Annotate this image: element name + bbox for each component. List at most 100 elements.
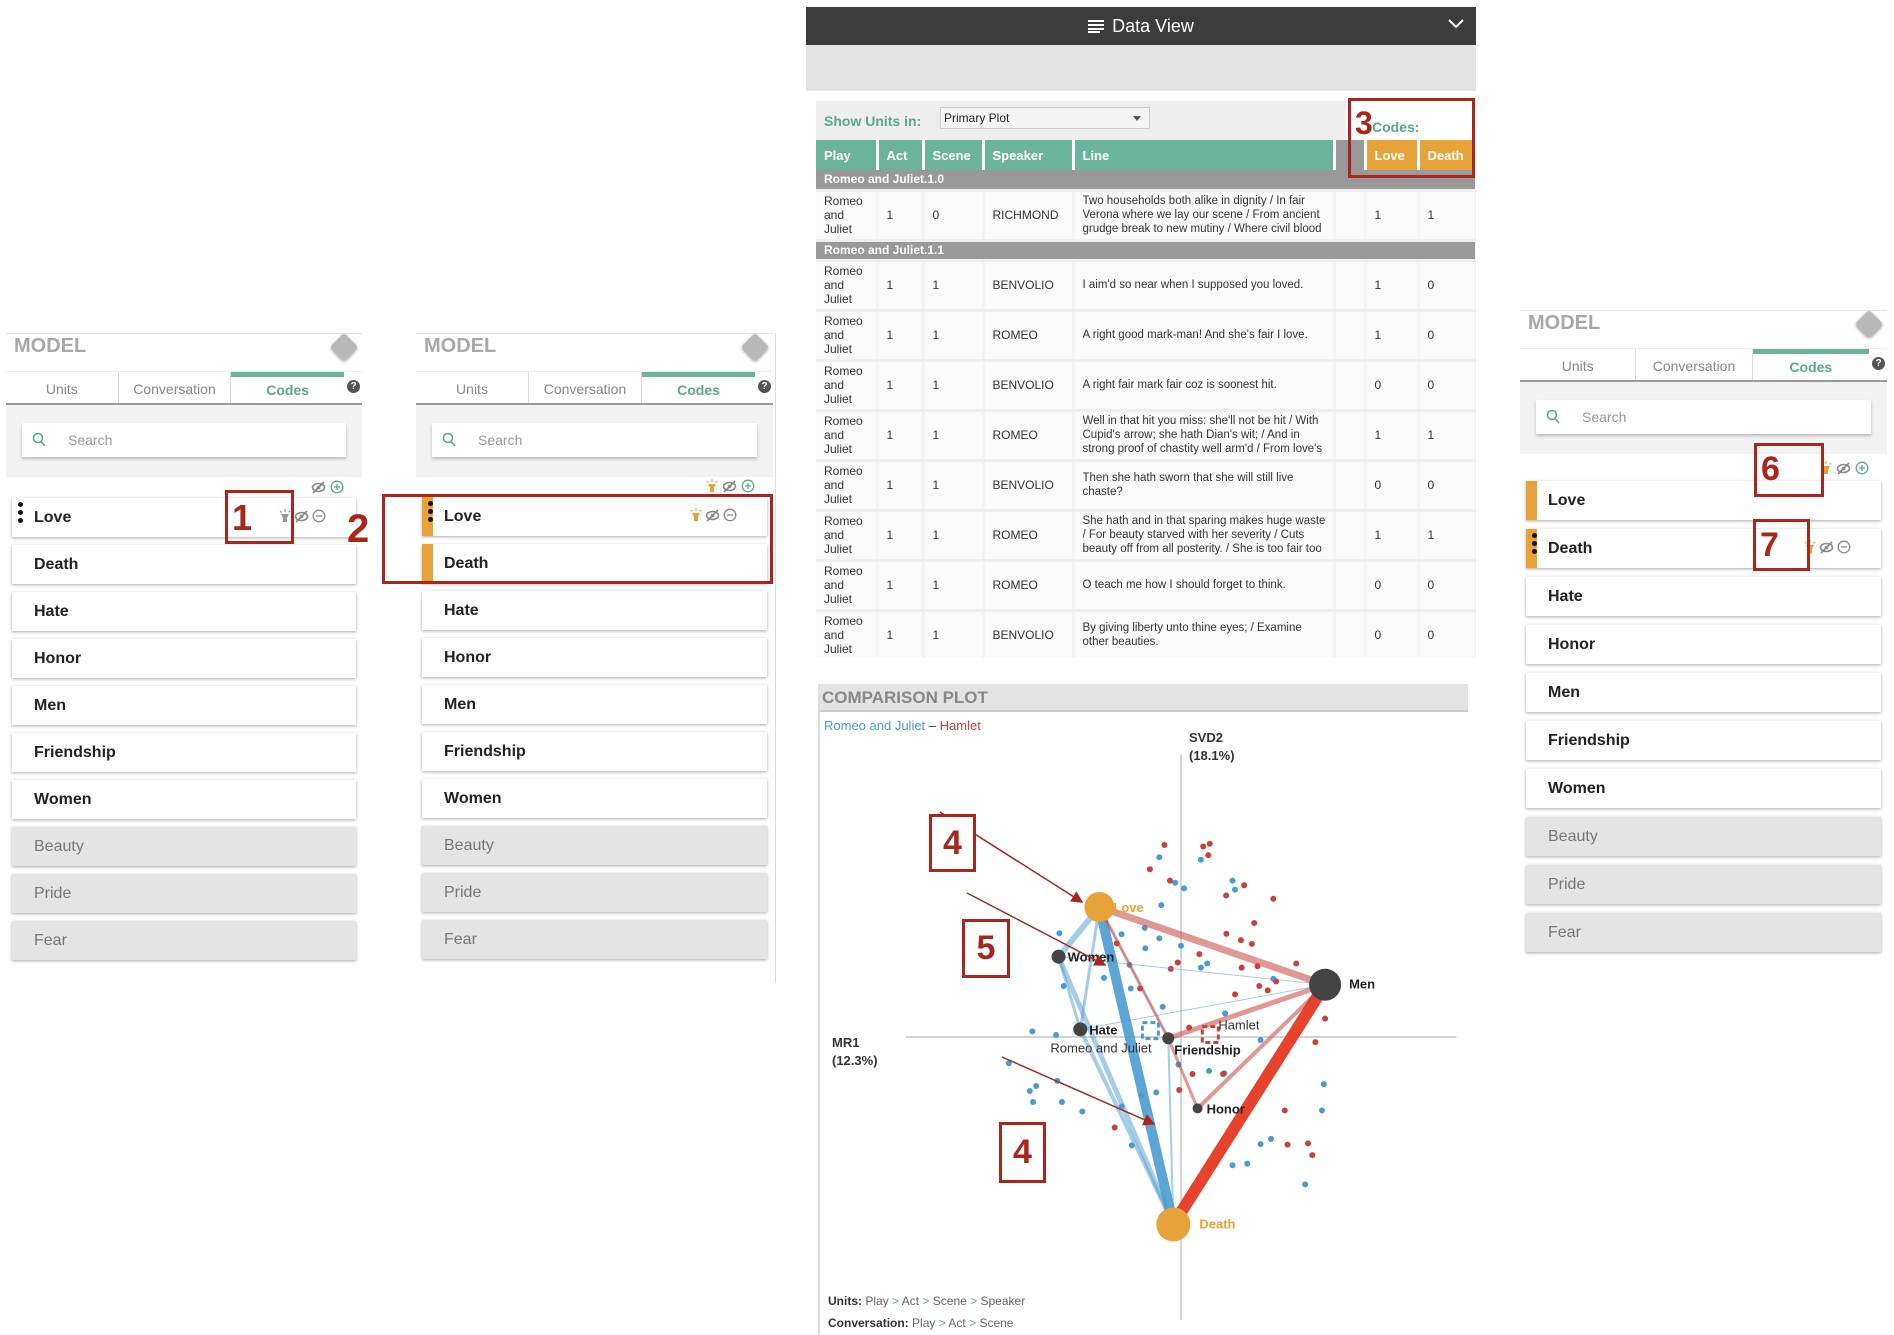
code-item-fear[interactable]: Fear [422,920,767,959]
code-item-beauty[interactable]: Beauty [12,827,356,866]
code-item-death[interactable]: Death [422,544,767,583]
point-romeo-and-juliet [1197,856,1204,863]
code-item-death[interactable]: Death [1526,529,1881,568]
drag-handle-icon[interactable] [18,502,23,526]
search-input[interactable]: Search [1536,400,1871,434]
search-input[interactable]: Search [432,423,757,457]
col-act[interactable]: Act [877,140,925,170]
code-item-women[interactable]: Women [12,780,356,819]
code-item-men[interactable]: Men [1526,673,1881,712]
share-diamond-icon[interactable] [1854,309,1884,339]
help-icon[interactable]: ? [758,380,771,393]
code-item-men[interactable]: Men [12,686,356,725]
tab-codes[interactable]: Codes [231,372,344,403]
tab-units[interactable]: Units [416,372,529,403]
code-item-pride[interactable]: Pride [12,874,356,913]
tab-conversation[interactable]: Conversation [529,372,642,403]
table-row[interactable]: Romeo and Juliet 1 0 RICHMOND Two households… [816,190,1476,242]
share-diamond-icon[interactable] [740,332,770,362]
code-label: Beauty [34,838,84,855]
eye-slash-icon[interactable] [294,509,309,523]
col-line[interactable]: Line [1073,140,1336,170]
show-units-select[interactable]: Primary Plot [940,107,1150,129]
help-icon[interactable]: ? [347,380,360,393]
highlight-bulb-icon[interactable] [690,508,702,522]
code-item-honor[interactable]: Honor [12,639,356,678]
eye-slash-icon[interactable] [705,508,720,522]
col-code-death[interactable]: Death [1418,140,1476,170]
minus-circle-icon[interactable] [312,509,326,523]
cell: Romeo and Juliet [816,460,879,512]
eye-slash-icon[interactable] [1819,540,1834,554]
share-diamond-icon[interactable] [329,332,359,362]
data-view-header[interactable]: Data View [806,7,1476,45]
chevron-down-icon[interactable] [1448,18,1464,30]
group-row[interactable]: Romeo and Juliet.1.1 [816,240,1476,262]
plus-circle-icon[interactable] [330,480,344,494]
tab-units[interactable]: Units [6,372,119,403]
code-item-honor[interactable]: Honor [1526,625,1881,664]
tab-codes[interactable]: Codes [642,372,755,403]
cell: Romeo and Juliet [816,410,879,462]
group-row[interactable]: Romeo and Juliet.1.0 [816,170,1476,192]
highlight-bulb-icon[interactable] [706,479,718,493]
minus-circle-icon[interactable] [1837,540,1851,554]
cell: 1 [1365,510,1420,562]
code-item-men[interactable]: Men [422,685,767,724]
table-row[interactable]: Romeo and Juliet 1 1 ROMEO Well in that hit … [816,410,1476,462]
eye-slash-icon[interactable] [722,479,737,493]
col-play[interactable]: Play [816,140,879,170]
code-item-friendship[interactable]: Friendship [422,732,767,771]
table-row[interactable]: Romeo and Juliet 1 1 BENVOLIO A right fair m… [816,360,1476,412]
code-item-honor[interactable]: Honor [422,638,767,677]
code-item-beauty[interactable]: Beauty [422,826,767,865]
code-item-hate[interactable]: Hate [1526,577,1881,616]
annotation-box: 2 [347,494,773,584]
code-item-pride[interactable]: Pride [1526,865,1881,904]
highlight-bulb-icon[interactable] [279,509,291,523]
col-speaker[interactable]: Speaker [983,140,1075,170]
col-code-love[interactable]: Love [1365,140,1420,170]
code-item-women[interactable]: Women [422,779,767,818]
code-item-beauty[interactable]: Beauty [1526,817,1881,856]
code-item-love[interactable]: Love [422,497,767,536]
legend-group-a[interactable]: Romeo and Juliet [824,718,926,733]
col-scene[interactable]: Scene [923,140,985,170]
cell-line: Two households both alike in dignity / I… [1082,195,1322,235]
highlight-bulb-icon[interactable] [1820,461,1832,475]
legend-separator: – [928,718,937,733]
table-row[interactable]: Romeo and Juliet 1 1 ROMEO A right good mark… [816,310,1476,362]
centroid-b [1200,1024,1220,1044]
tab-conversation[interactable]: Conversation [1636,349,1753,380]
tab-conversation[interactable]: Conversation [119,372,232,403]
legend-group-b[interactable]: Hamlet [939,718,981,733]
table-row[interactable]: Romeo and Juliet 1 1 ROMEO O teach me how I … [816,560,1476,612]
code-item-love[interactable]: Love [1526,481,1881,520]
plus-circle-icon[interactable] [1855,461,1869,475]
tab-units[interactable]: Units [1520,349,1637,380]
code-item-love[interactable]: Love [12,498,356,537]
drag-handle-icon[interactable] [428,501,433,525]
code-item-fear[interactable]: Fear [12,921,356,960]
plus-circle-icon[interactable] [741,479,755,493]
eye-slash-icon[interactable] [311,480,326,494]
code-item-hate[interactable]: Hate [12,592,356,631]
eye-slash-icon[interactable] [1836,461,1851,475]
drag-handle-icon[interactable] [1532,533,1537,557]
tab-codes[interactable]: Codes [1752,349,1869,380]
code-item-death[interactable]: Death [12,545,356,584]
table-row[interactable]: Romeo and Juliet 1 1 BENVOLIO By giving libe… [816,610,1476,658]
search-input[interactable]: Search [22,423,346,457]
code-item-women[interactable]: Women [1526,769,1881,808]
code-item-pride[interactable]: Pride [422,873,767,912]
table-row[interactable]: Romeo and Juliet 1 1 ROMEO She hath and in t… [816,510,1476,562]
code-item-fear[interactable]: Fear [1526,913,1881,952]
plot-canvas[interactable]: SVD2 (18.1%) MR1 (12.3%) Romeo and Juliet Ham… [820,684,1470,1335]
table-row[interactable]: Romeo and Juliet 1 1 BENVOLIO I aim'd so nea… [816,260,1476,312]
help-icon[interactable]: ? [1872,357,1885,370]
minus-circle-icon[interactable] [723,508,737,522]
code-item-friendship[interactable]: Friendship [12,733,356,772]
code-item-hate[interactable]: Hate [422,591,767,630]
code-item-friendship[interactable]: Friendship [1526,721,1881,760]
table-row[interactable]: Romeo and Juliet 1 1 BENVOLIO Then she hath … [816,460,1476,512]
